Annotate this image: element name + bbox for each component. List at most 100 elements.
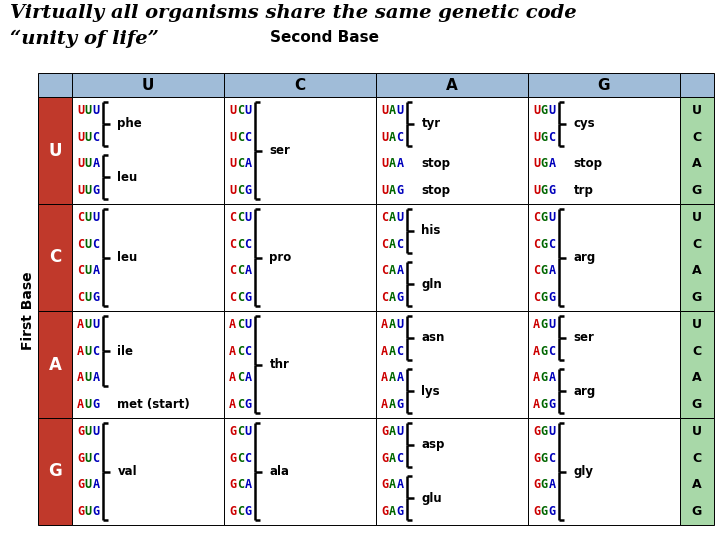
Text: U: U bbox=[85, 451, 92, 464]
Text: U: U bbox=[245, 211, 252, 224]
Text: A: A bbox=[381, 372, 388, 384]
Text: A: A bbox=[389, 211, 396, 224]
Text: arg: arg bbox=[573, 384, 595, 398]
Text: A: A bbox=[245, 478, 252, 491]
Text: G: G bbox=[541, 425, 548, 438]
Text: U: U bbox=[93, 318, 100, 331]
Text: U: U bbox=[245, 318, 252, 331]
Text: C: C bbox=[245, 131, 252, 144]
Text: U: U bbox=[77, 184, 84, 197]
Text: U: U bbox=[85, 478, 92, 491]
Text: C: C bbox=[397, 131, 404, 144]
Text: A: A bbox=[93, 372, 100, 384]
Text: G: G bbox=[549, 505, 556, 518]
Text: U: U bbox=[533, 184, 540, 197]
Text: G: G bbox=[77, 451, 84, 464]
Bar bbox=[224, 204, 376, 311]
Text: U: U bbox=[77, 131, 84, 144]
Bar bbox=[680, 204, 714, 311]
Text: U: U bbox=[93, 211, 100, 224]
Text: C: C bbox=[245, 238, 252, 251]
Text: First Base: First Base bbox=[21, 272, 35, 350]
Text: C: C bbox=[237, 345, 244, 357]
Text: “unity of life”: “unity of life” bbox=[10, 30, 159, 49]
Text: A: A bbox=[48, 355, 61, 374]
Text: C: C bbox=[381, 211, 388, 224]
Text: U: U bbox=[533, 104, 540, 117]
Text: G: G bbox=[381, 505, 388, 518]
Text: asp: asp bbox=[421, 438, 445, 451]
Bar bbox=[224, 97, 376, 204]
Text: phe: phe bbox=[117, 117, 142, 130]
Text: ser: ser bbox=[269, 144, 290, 157]
Bar bbox=[680, 73, 714, 97]
Text: C: C bbox=[549, 451, 556, 464]
Text: U: U bbox=[77, 157, 84, 171]
Text: U: U bbox=[85, 291, 92, 304]
Bar bbox=[72, 311, 224, 418]
Text: G: G bbox=[245, 291, 252, 304]
Text: C: C bbox=[77, 265, 84, 278]
Text: U: U bbox=[229, 184, 236, 197]
Text: U: U bbox=[85, 157, 92, 171]
Text: G: G bbox=[533, 451, 540, 464]
Bar bbox=[224, 311, 376, 418]
Text: C: C bbox=[93, 451, 100, 464]
Text: Virtually all organisms share the same genetic code: Virtually all organisms share the same g… bbox=[10, 4, 577, 22]
Text: G: G bbox=[541, 104, 548, 117]
Text: G: G bbox=[541, 238, 548, 251]
Text: U: U bbox=[533, 131, 540, 144]
Text: A: A bbox=[229, 318, 236, 331]
Text: C: C bbox=[237, 318, 244, 331]
Text: C: C bbox=[245, 451, 252, 464]
Text: A: A bbox=[446, 78, 458, 92]
Text: C: C bbox=[397, 345, 404, 357]
Text: C: C bbox=[397, 238, 404, 251]
Text: U: U bbox=[549, 104, 556, 117]
Text: U: U bbox=[381, 131, 388, 144]
Text: cys: cys bbox=[573, 117, 595, 130]
Bar bbox=[680, 97, 714, 204]
Text: A: A bbox=[692, 478, 702, 491]
Text: C: C bbox=[237, 211, 244, 224]
Text: G: G bbox=[397, 184, 404, 197]
Text: U: U bbox=[692, 425, 702, 438]
Text: G: G bbox=[77, 425, 84, 438]
Text: U: U bbox=[397, 318, 404, 331]
Text: C: C bbox=[533, 238, 540, 251]
Text: U: U bbox=[85, 131, 92, 144]
Text: A: A bbox=[389, 131, 396, 144]
Text: U: U bbox=[692, 318, 702, 331]
Text: G: G bbox=[549, 184, 556, 197]
Text: U: U bbox=[48, 141, 62, 159]
Text: G: G bbox=[93, 505, 100, 518]
Bar bbox=[38, 311, 72, 418]
Text: A: A bbox=[549, 157, 556, 171]
Text: Second Base: Second Base bbox=[270, 30, 379, 45]
Text: G: G bbox=[541, 211, 548, 224]
Text: A: A bbox=[229, 372, 236, 384]
Text: C: C bbox=[549, 345, 556, 357]
Text: U: U bbox=[85, 318, 92, 331]
Text: U: U bbox=[381, 157, 388, 171]
Bar bbox=[376, 73, 528, 97]
Text: C: C bbox=[237, 265, 244, 278]
Text: G: G bbox=[229, 451, 236, 464]
Text: C: C bbox=[93, 238, 100, 251]
Text: U: U bbox=[381, 104, 388, 117]
Text: A: A bbox=[389, 505, 396, 518]
Text: G: G bbox=[229, 478, 236, 491]
Text: C: C bbox=[237, 478, 244, 491]
Text: stop: stop bbox=[573, 157, 603, 171]
Text: ala: ala bbox=[269, 465, 289, 478]
Bar bbox=[376, 311, 528, 418]
Text: A: A bbox=[389, 451, 396, 464]
Text: A: A bbox=[692, 372, 702, 384]
Bar bbox=[528, 97, 680, 204]
Text: U: U bbox=[229, 104, 236, 117]
Bar bbox=[38, 418, 72, 525]
Bar bbox=[72, 418, 224, 525]
Text: his: his bbox=[421, 224, 441, 237]
Text: C: C bbox=[93, 345, 100, 357]
Text: C: C bbox=[294, 78, 305, 92]
